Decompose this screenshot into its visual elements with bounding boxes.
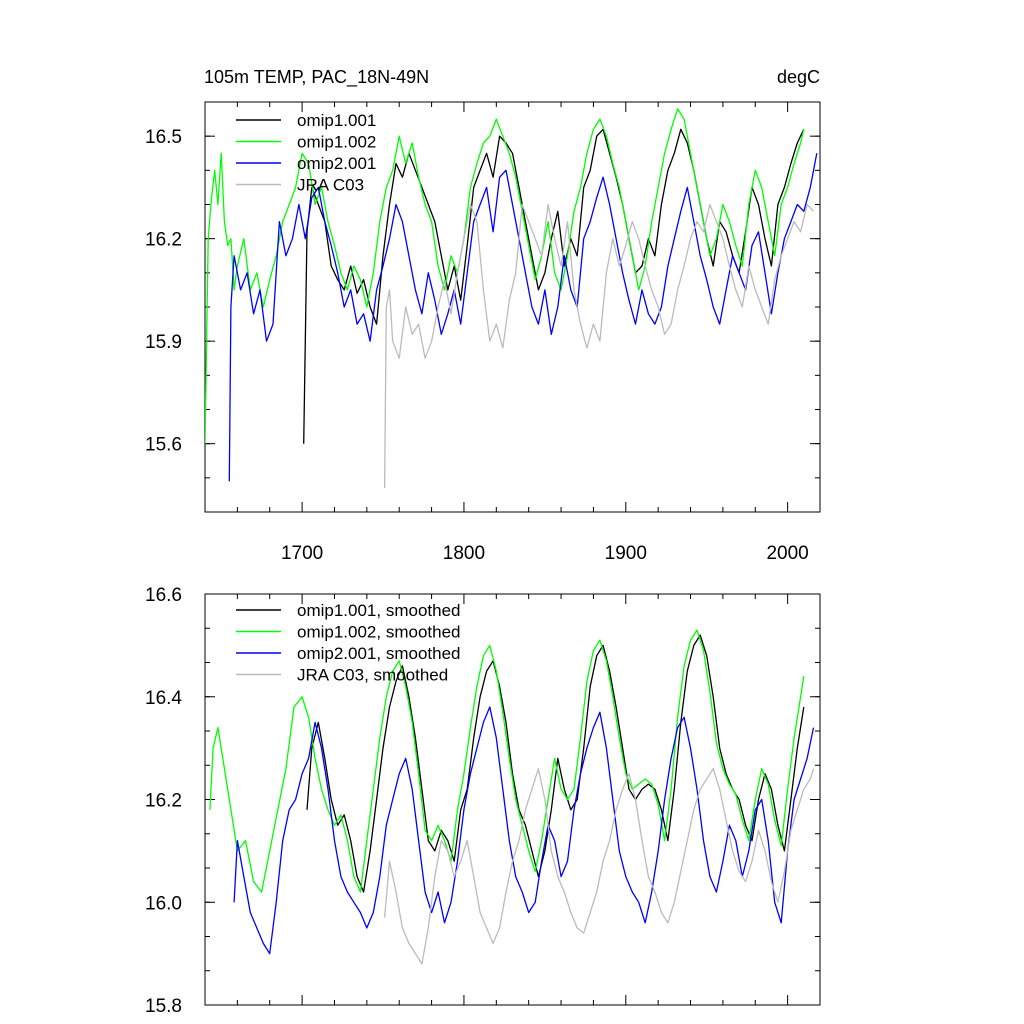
top-panel: 105m TEMP, PAC_18N-49N degC 1700 1800 1900… [145,67,821,564]
legend-label: omip1.002 [297,133,376,152]
series-line [233,706,815,955]
y-tick-label: 16.5 [145,127,182,148]
x-tick-label: 1700 [281,543,323,564]
y-tick-label: 16.4 [145,688,182,709]
top-panel-title: 105m TEMP, PAC_18N-49N [204,67,429,88]
series-line [383,203,814,489]
series-group [209,629,815,965]
x-tick-label: 1900 [605,543,647,564]
y-tick-label: 15.9 [145,332,182,353]
y-tick-label: 15.8 [145,996,182,1017]
legend-label: omip2.001 [297,154,376,173]
legend: omip1.001, smoothed omip1.002, smoothed om… [236,601,461,685]
x-tick-label: 1800 [443,543,485,564]
y-tick-label: 16.2 [145,230,182,251]
top-panel-units: degC [777,67,820,87]
legend-label: omip2.001, smoothed [297,644,461,663]
y-tick-label: 16.2 [145,791,182,812]
legend-label: omip1.001 [297,111,376,130]
legend-label: omip1.001, smoothed [297,601,461,620]
x-tick-label: 2000 [766,543,808,564]
y-tick-label: 16.0 [145,893,182,914]
y-tick-label: 16.6 [145,585,182,606]
series-line [209,629,805,893]
legend: omip1.001 omip1.002 omip2.001 JRA C03 [236,111,376,195]
legend-label: JRA C03, smoothed [297,666,448,685]
series-line [383,768,815,965]
y-tick-label: 15.6 [145,435,182,456]
series-group [205,108,818,489]
series-line [306,634,805,893]
legend-label: JRA C03 [297,176,364,195]
legend-label: omip1.002, smoothed [297,623,461,642]
